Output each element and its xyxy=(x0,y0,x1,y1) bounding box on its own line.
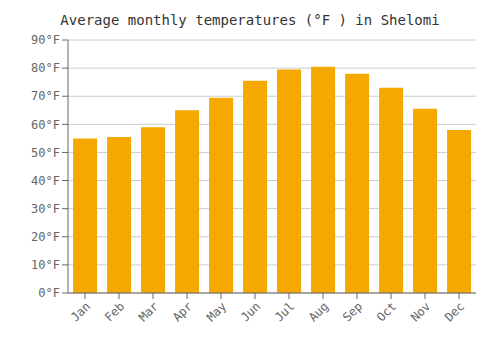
svg-text:Feb: Feb xyxy=(102,299,127,324)
svg-text:Oct: Oct xyxy=(374,299,399,324)
svg-text:30°F: 30°F xyxy=(31,202,60,216)
svg-text:40°F: 40°F xyxy=(31,174,60,188)
svg-text:80°F: 80°F xyxy=(31,61,60,75)
svg-text:10°F: 10°F xyxy=(31,258,60,272)
svg-text:Dec: Dec xyxy=(442,299,467,324)
svg-text:0°F: 0°F xyxy=(38,286,60,300)
svg-text:May: May xyxy=(204,299,229,324)
svg-text:90°F: 90°F xyxy=(31,33,60,47)
svg-text:Jun: Jun xyxy=(238,299,263,324)
svg-text:Aug: Aug xyxy=(306,299,331,324)
svg-text:60°F: 60°F xyxy=(31,118,60,132)
svg-text:Apr: Apr xyxy=(170,299,195,324)
svg-text:20°F: 20°F xyxy=(31,230,60,244)
svg-text:Jul: Jul xyxy=(272,299,297,324)
svg-text:Nov: Nov xyxy=(408,299,433,324)
svg-text:70°F: 70°F xyxy=(31,89,60,103)
html-text:Average monthly temperatures (: Average monthly temperatures (°F ) in Sh… xyxy=(60,12,440,28)
svg-text:50°F: 50°F xyxy=(31,146,60,160)
svg-text:Sep: Sep xyxy=(340,299,365,324)
svg-text:Mar: Mar xyxy=(136,299,161,324)
svg-text:Jan: Jan xyxy=(68,299,93,324)
